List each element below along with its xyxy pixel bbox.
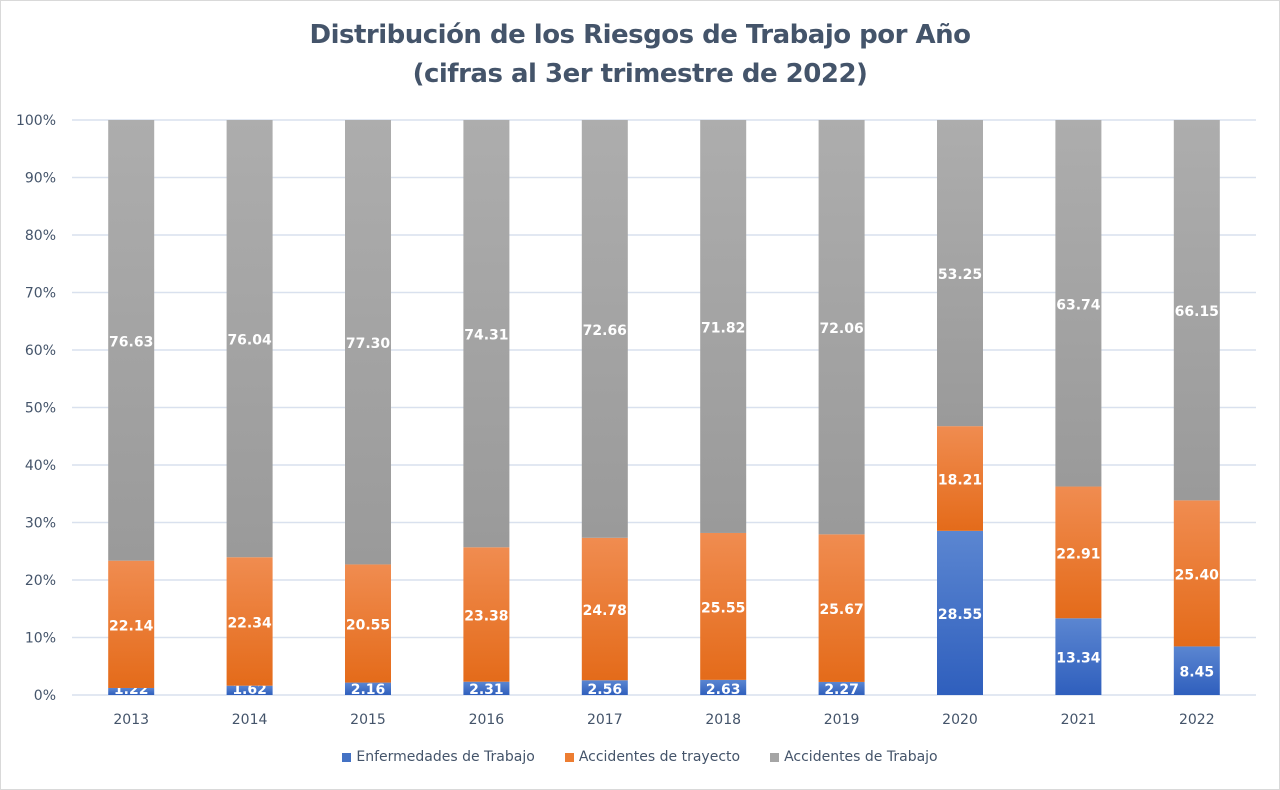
bar-enfermedades-2022[interactable] — [1173, 646, 1220, 695]
bar-trayecto-2018[interactable] — [700, 532, 747, 680]
data-label: 23.38 — [464, 609, 508, 625]
data-label: 28.55 — [938, 607, 982, 623]
chart-subtitle: (cifras al 3er trimestre de 2022) — [412, 59, 868, 89]
data-label: 77.30 — [346, 336, 391, 352]
legend-item-trayecto[interactable]: Accidentes de trayecto — [564, 749, 741, 765]
bar-accidentes-2014[interactable] — [226, 120, 273, 558]
x-tick-label: 2019 — [824, 712, 860, 728]
bar-enfermedades-2014[interactable] — [226, 685, 273, 695]
data-label: 13.34 — [1056, 651, 1101, 667]
bar-enfermedades-2015[interactable] — [345, 682, 391, 695]
x-tick-label: 2016 — [469, 712, 505, 728]
x-tick-label: 2018 — [705, 712, 741, 728]
data-label: 2.31 — [469, 682, 504, 698]
data-label: 25.40 — [1175, 567, 1220, 583]
legend-label: Accidentes de Trabajo — [784, 749, 938, 765]
legend-swatch-blue — [342, 752, 352, 762]
y-tick-label: 60% — [25, 343, 56, 359]
y-tick-label: 30% — [25, 516, 56, 532]
bar-accidentes-2015[interactable] — [345, 120, 391, 565]
legend-swatch-orange — [564, 752, 574, 762]
y-tick-label: 100% — [16, 113, 56, 129]
data-label: 25.55 — [701, 600, 745, 616]
x-tick-label: 2021 — [1061, 712, 1097, 728]
data-label: 22.34 — [227, 615, 272, 631]
y-tick-label: 40% — [25, 458, 56, 474]
data-label: 66.15 — [1175, 304, 1219, 320]
data-label: 1.62 — [232, 682, 267, 698]
y-tick-label: 50% — [25, 401, 56, 417]
data-label: 71.82 — [701, 320, 745, 336]
data-label: 20.55 — [346, 618, 390, 634]
bar-trayecto-2020[interactable] — [937, 426, 983, 531]
data-label: 76.63 — [109, 334, 153, 350]
data-label: 22.14 — [109, 618, 154, 634]
data-label: 2.16 — [351, 682, 386, 698]
bar-enfermedades-2020[interactable] — [937, 530, 983, 695]
chart-title: Distribución de los Riesgos de Trabajo p… — [309, 20, 971, 50]
bar-enfermedades-2021[interactable] — [1055, 618, 1102, 695]
data-label: 24.78 — [583, 603, 627, 619]
bar-enfermedades-2017[interactable] — [581, 680, 628, 695]
bar-trayecto-2017[interactable] — [581, 537, 628, 681]
bar-accidentes-2019[interactable] — [818, 120, 865, 535]
bar-accidentes-2021[interactable] — [1055, 120, 1102, 487]
data-label: 2.56 — [588, 682, 623, 698]
bar-trayecto-2021[interactable] — [1055, 486, 1102, 619]
data-label: 2.63 — [706, 682, 741, 698]
y-tick-label: 10% — [25, 631, 56, 647]
y-tick-label: 0% — [34, 688, 56, 704]
x-axis: 2013 2014 2015 2016 2017 2018 2019 2020 2021 2022 — [113, 712, 1214, 728]
legend-item-accidentes[interactable]: Accidentes de Trabajo — [770, 749, 938, 765]
data-label: 25.67 — [819, 602, 863, 618]
data-label: 53.25 — [938, 267, 982, 283]
bar-trayecto-2016[interactable] — [463, 547, 510, 682]
bar-enfermedades-2019[interactable] — [818, 681, 865, 695]
bar-enfermedades-2018[interactable] — [700, 679, 747, 695]
data-label: 74.31 — [464, 328, 508, 344]
bars: 1.2222.1476.631.6222.3476.042.1620.5577.… — [108, 120, 1220, 698]
bar-trayecto-2013[interactable] — [108, 560, 155, 688]
data-label: 8.45 — [1180, 665, 1215, 681]
bar-accidentes-2016[interactable] — [463, 120, 510, 548]
legend-label: Accidentes de trayecto — [578, 749, 741, 765]
bar-accidentes-2018[interactable] — [700, 120, 747, 533]
y-tick-label: 70% — [25, 286, 56, 302]
data-label: 22.91 — [1056, 546, 1100, 562]
bar-trayecto-2019[interactable] — [818, 534, 865, 682]
bar-trayecto-2022[interactable] — [1173, 500, 1220, 647]
bar-trayecto-2015[interactable] — [345, 564, 391, 683]
data-label: 2.27 — [824, 682, 859, 698]
y-tick-label: 90% — [25, 171, 56, 187]
legend-swatch-gray — [770, 752, 780, 762]
x-tick-label: 2014 — [232, 712, 268, 728]
legend-label: Enfermedades de Trabajo — [356, 749, 535, 765]
y-axis: 0% 10% 20% 30% 40% 50% 60% 70% 80% 90% 100% — [16, 113, 56, 704]
x-tick-label: 2020 — [942, 712, 978, 728]
data-label: 72.06 — [819, 321, 863, 337]
x-tick-label: 2015 — [350, 712, 386, 728]
bar-accidentes-2013[interactable] — [108, 120, 155, 561]
bar-trayecto-2014[interactable] — [226, 557, 273, 686]
legend-item-enfermedades[interactable]: Enfermedades de Trabajo — [342, 749, 535, 765]
bar-enfermedades-2016[interactable] — [463, 681, 510, 695]
x-tick-label: 2017 — [587, 712, 623, 728]
bar-accidentes-2017[interactable] — [581, 120, 628, 538]
bar-enfermedades-2013[interactable] — [108, 687, 155, 695]
data-label: 72.66 — [583, 323, 627, 339]
data-label: 63.74 — [1056, 297, 1101, 313]
y-tick-label: 20% — [25, 573, 56, 589]
data-label: 76.04 — [227, 333, 272, 349]
bar-accidentes-2022[interactable] — [1173, 120, 1220, 501]
bar-accidentes-2020[interactable] — [937, 120, 983, 427]
y-tick-label: 80% — [25, 228, 56, 244]
legend: Enfermedades de Trabajo Accidentes de tr… — [0, 749, 1280, 765]
data-label: 18.21 — [938, 473, 982, 489]
x-tick-label: 2022 — [1179, 712, 1215, 728]
x-tick-label: 2013 — [113, 712, 149, 728]
